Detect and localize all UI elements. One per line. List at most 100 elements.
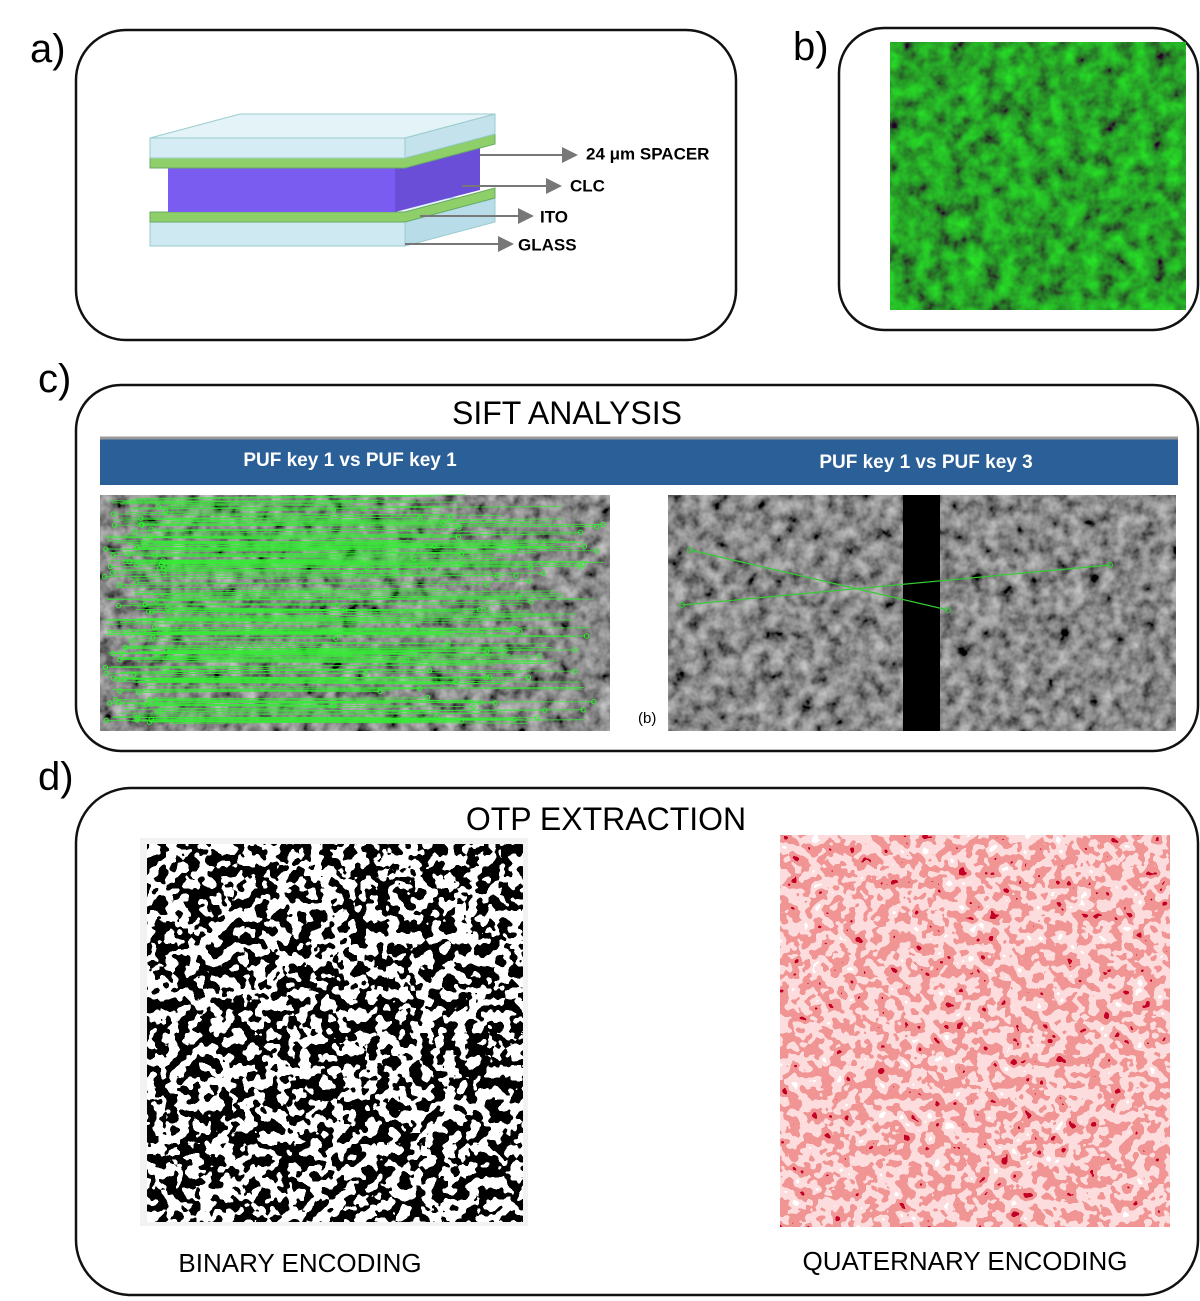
keypoint [527,564,534,571]
match-line [165,509,334,512]
match-line [163,655,360,658]
keypoint [357,558,363,564]
microscope-image [890,42,1186,310]
match-line [155,697,476,702]
keypoint [512,625,518,632]
keypoint [334,602,340,608]
separator [903,495,940,731]
keypoint [600,521,606,528]
match-line [126,511,502,517]
match-line [148,593,562,596]
keypoint [492,700,498,706]
match-line [124,668,376,673]
panel-label: d) [38,755,74,799]
match-line [123,518,563,523]
quaternary-map [780,835,1170,1227]
keypoint [116,700,122,706]
keypoint [508,626,515,632]
keypoint [162,667,168,674]
keypoint [134,561,140,568]
match-line [149,697,428,700]
match-line [121,548,491,554]
match-line [141,522,444,526]
panel-title: SIFT ANALYSIS [452,395,682,431]
match-line [108,560,370,564]
keypoint [687,547,693,553]
keypoint [525,674,532,681]
keypoint [361,506,367,512]
panel-title: OTP EXTRACTION [466,801,746,837]
keypoint [103,670,109,677]
match-line [162,680,505,685]
match-line [168,655,540,658]
keypoint [155,503,162,510]
keypoint [540,570,546,576]
match-line [122,642,372,648]
match-line [131,645,552,648]
keypoint [470,703,477,710]
match-line [140,516,451,519]
keypoint [101,573,108,580]
keypoint [679,602,685,608]
match-line [119,658,407,662]
match-line [131,712,481,716]
keypoint [103,717,109,724]
keypoint [424,695,431,701]
match-line [150,539,566,543]
match-line [166,614,386,619]
match-line [131,640,448,645]
match-line [136,521,532,524]
match-line [121,652,350,656]
clc-front [168,168,395,212]
panel-label: c) [38,357,71,401]
glass-bottom [149,221,406,247]
keypoint [431,543,437,549]
keypoint [572,668,578,674]
match-line [159,565,581,569]
match-line [134,547,387,550]
match-line [166,562,461,567]
keypoint [581,543,588,550]
keypoint [153,598,159,604]
match-line [119,580,530,586]
keypoint [118,650,125,656]
keypoint [516,594,522,600]
keypoint [112,522,118,528]
keypoint [528,599,534,605]
match-line [158,506,365,510]
match-line [128,506,562,510]
match-line [152,533,577,538]
keypoint [110,650,116,657]
keypoint [447,514,454,520]
keypoint [165,605,171,612]
match-line [132,678,582,683]
keypoint [536,653,543,659]
layer-label: ITO [540,207,568,226]
keypoint [110,675,117,681]
match-line [123,569,412,572]
match-line [118,601,532,607]
match-line [151,608,480,613]
panel-label: b) [793,25,829,69]
match-line [114,542,543,547]
keypoint [346,652,352,658]
keypoint [577,563,583,570]
keypoint [362,670,369,677]
keypoint [572,647,578,653]
keypoint [107,700,113,706]
binary-map [147,844,523,1222]
match-line [681,564,1111,606]
match-line [168,647,499,650]
match-line [164,571,544,574]
match-line [143,628,512,634]
match-line [124,706,413,711]
sift-matches [679,547,1113,613]
match-line [136,581,488,586]
match-line [115,586,440,590]
header-bar [100,437,1178,485]
keypoint [130,672,137,678]
keypoint [456,524,462,531]
keypoint [513,572,519,579]
match-line [137,661,534,664]
